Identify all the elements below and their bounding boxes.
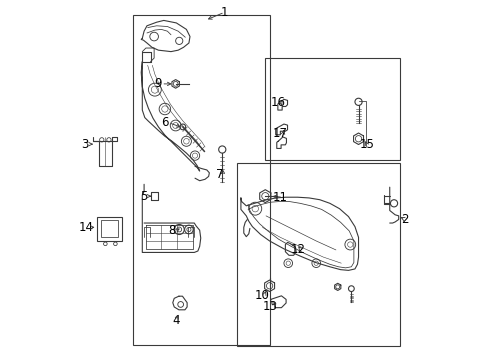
- Text: 11: 11: [272, 191, 287, 204]
- Text: 8: 8: [168, 224, 175, 238]
- Bar: [97, 217, 122, 241]
- Text: 14: 14: [79, 221, 93, 234]
- Text: 17: 17: [272, 127, 287, 140]
- Text: 1: 1: [221, 6, 228, 19]
- Bar: [132, 15, 269, 345]
- Bar: [265, 58, 400, 160]
- Bar: [101, 220, 118, 237]
- Text: 2: 2: [401, 213, 408, 226]
- Text: 13: 13: [263, 300, 277, 313]
- Text: 5: 5: [140, 190, 147, 203]
- Text: 7: 7: [215, 168, 223, 181]
- Text: 10: 10: [254, 289, 268, 302]
- Text: 3: 3: [81, 138, 88, 150]
- Text: 4: 4: [172, 314, 179, 327]
- Text: 12: 12: [290, 243, 305, 256]
- Text: 15: 15: [359, 138, 374, 151]
- Text: 16: 16: [270, 96, 285, 109]
- Bar: [237, 163, 400, 346]
- Text: 9: 9: [154, 77, 161, 90]
- Text: 6: 6: [161, 116, 168, 129]
